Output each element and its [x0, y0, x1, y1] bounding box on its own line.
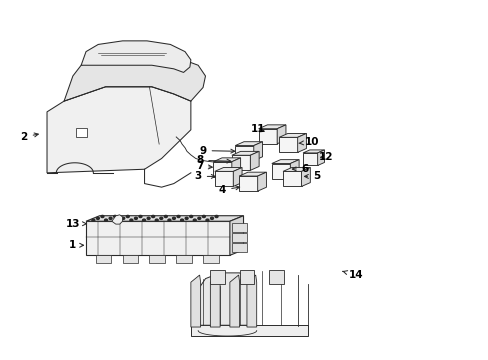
Text: 3: 3: [194, 171, 215, 181]
Circle shape: [109, 217, 112, 219]
Polygon shape: [214, 167, 242, 171]
Polygon shape: [81, 41, 190, 72]
Bar: [232, 233, 246, 242]
Polygon shape: [190, 275, 200, 327]
Polygon shape: [303, 153, 317, 166]
Circle shape: [210, 217, 213, 219]
Polygon shape: [231, 152, 259, 155]
Circle shape: [104, 219, 107, 221]
Polygon shape: [271, 159, 299, 163]
Polygon shape: [190, 325, 307, 336]
Polygon shape: [301, 167, 310, 186]
Circle shape: [205, 219, 208, 221]
Polygon shape: [231, 158, 240, 177]
Circle shape: [130, 219, 133, 221]
Polygon shape: [235, 142, 262, 145]
Polygon shape: [279, 134, 306, 137]
Polygon shape: [235, 145, 253, 161]
Polygon shape: [250, 152, 259, 170]
Text: 5: 5: [304, 171, 320, 181]
Circle shape: [172, 217, 175, 219]
Text: 13: 13: [65, 219, 86, 229]
Circle shape: [198, 217, 201, 219]
Polygon shape: [86, 216, 243, 221]
Circle shape: [147, 217, 150, 219]
Circle shape: [92, 219, 95, 221]
Polygon shape: [253, 142, 262, 161]
Bar: [176, 255, 191, 263]
Bar: [268, 270, 283, 284]
Polygon shape: [297, 134, 306, 152]
Polygon shape: [257, 172, 266, 191]
Text: 7: 7: [196, 161, 212, 171]
Polygon shape: [277, 125, 285, 144]
Polygon shape: [246, 275, 256, 327]
Polygon shape: [64, 51, 205, 101]
Bar: [122, 255, 138, 263]
Polygon shape: [214, 171, 233, 186]
Polygon shape: [283, 171, 301, 186]
Polygon shape: [231, 155, 250, 170]
Polygon shape: [258, 129, 277, 144]
Text: 11: 11: [250, 124, 265, 134]
Circle shape: [180, 219, 183, 221]
Circle shape: [101, 215, 103, 217]
Circle shape: [215, 215, 218, 217]
Polygon shape: [213, 158, 240, 162]
Polygon shape: [271, 163, 290, 179]
Circle shape: [160, 217, 163, 219]
Polygon shape: [303, 150, 324, 153]
Polygon shape: [239, 172, 266, 176]
Circle shape: [142, 219, 145, 221]
Polygon shape: [213, 162, 231, 177]
Polygon shape: [279, 137, 297, 152]
Text: 14: 14: [342, 270, 362, 280]
Circle shape: [155, 219, 158, 221]
Text: 2: 2: [20, 132, 38, 142]
Polygon shape: [233, 167, 242, 186]
Circle shape: [134, 217, 137, 219]
Circle shape: [164, 215, 167, 217]
Bar: [96, 255, 111, 263]
Bar: [232, 223, 246, 231]
Bar: [239, 270, 254, 284]
Text: 4: 4: [219, 185, 239, 195]
Circle shape: [189, 215, 192, 217]
Bar: [210, 270, 224, 284]
Circle shape: [139, 215, 142, 217]
Polygon shape: [210, 275, 220, 327]
Bar: [149, 255, 164, 263]
Circle shape: [151, 215, 154, 217]
Polygon shape: [47, 87, 190, 173]
Polygon shape: [283, 167, 310, 171]
Polygon shape: [198, 273, 249, 325]
Circle shape: [126, 215, 129, 217]
Text: 12: 12: [319, 152, 333, 162]
Polygon shape: [239, 176, 257, 191]
Circle shape: [117, 219, 120, 221]
Polygon shape: [317, 150, 324, 166]
Circle shape: [122, 217, 124, 219]
Bar: [86, 221, 229, 255]
Circle shape: [113, 215, 116, 217]
Circle shape: [96, 217, 99, 219]
Circle shape: [202, 215, 205, 217]
Circle shape: [177, 215, 180, 217]
Text: 1: 1: [69, 240, 83, 250]
Polygon shape: [229, 216, 243, 255]
Polygon shape: [290, 159, 299, 179]
Bar: [76, 129, 87, 137]
Bar: [232, 243, 246, 252]
Text: 9: 9: [199, 145, 234, 156]
Text: 6: 6: [292, 163, 308, 174]
Text: 10: 10: [298, 138, 318, 147]
Polygon shape: [229, 275, 239, 327]
Text: 8: 8: [196, 155, 230, 165]
Circle shape: [167, 219, 170, 221]
Bar: [203, 255, 218, 263]
Circle shape: [193, 219, 196, 221]
Circle shape: [185, 217, 188, 219]
Polygon shape: [112, 215, 122, 224]
Polygon shape: [258, 125, 285, 129]
